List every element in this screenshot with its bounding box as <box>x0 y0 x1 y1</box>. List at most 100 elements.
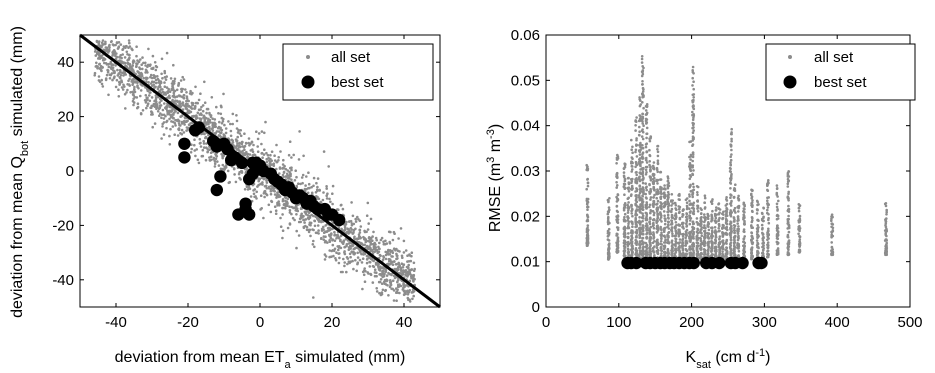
right-all-set-point <box>623 165 627 169</box>
right-all-set-point <box>725 202 729 206</box>
left-all-set-point <box>173 121 177 125</box>
left-all-set-point <box>168 117 171 121</box>
left-all-set-point <box>387 257 391 261</box>
right-all-set-point <box>730 153 733 156</box>
right-all-set-point <box>724 227 728 230</box>
left-all-set-point <box>260 130 264 133</box>
right-all-set-point <box>635 213 639 217</box>
right-all-set-point <box>641 217 645 220</box>
left-all-set-point <box>284 167 288 171</box>
right-all-set-point <box>645 156 648 160</box>
right-all-set-point <box>645 203 649 206</box>
right-all-set-point <box>656 229 660 232</box>
left-all-set-point <box>117 88 120 91</box>
right-all-set-point <box>626 176 630 180</box>
right-all-set-point <box>700 228 703 231</box>
right-all-set-point <box>630 170 633 173</box>
left-all-set-point <box>177 122 181 125</box>
left-all-set-point <box>288 140 292 143</box>
left-all-set-point <box>185 107 189 111</box>
left-all-set-point <box>136 80 139 83</box>
left-all-set-point <box>203 116 206 119</box>
left-all-set-point <box>93 50 97 53</box>
left-all-set-point <box>344 238 348 241</box>
right-all-set-point <box>660 237 663 240</box>
left-legend-best-set-marker <box>301 75 315 89</box>
left-all-set-point <box>356 262 359 266</box>
left-all-set-point <box>380 293 384 296</box>
left-all-set-point <box>213 165 217 168</box>
right-all-set-point <box>729 163 732 167</box>
left-all-set-point <box>169 77 173 80</box>
right-all-set-point <box>688 247 691 251</box>
left-all-set-point <box>235 127 239 130</box>
left-all-set-point <box>392 299 396 302</box>
right-all-set-point <box>630 244 634 248</box>
right-all-set-point <box>696 228 700 232</box>
left-all-set-point <box>273 154 276 157</box>
right-all-set-point <box>691 206 695 210</box>
left-all-set-point <box>390 255 393 258</box>
left-all-set-point <box>385 242 389 245</box>
right-all-set-point <box>644 109 648 112</box>
right-all-set-point <box>710 250 713 253</box>
right-all-set-point <box>670 204 673 207</box>
left-all-set-point <box>289 172 292 175</box>
left-all-set-point <box>307 171 310 174</box>
right-all-set-point <box>688 203 691 206</box>
right-all-set-point <box>691 135 695 138</box>
right-all-set-point <box>717 222 721 226</box>
right-all-set-point <box>616 243 620 246</box>
right-all-set-point <box>648 190 651 194</box>
left-all-set-point <box>393 232 396 235</box>
right-all-set-point <box>725 242 728 245</box>
right-all-set-point <box>635 162 638 166</box>
left-all-set-point <box>127 39 131 42</box>
left-all-set-point <box>101 65 104 69</box>
right-all-set-point <box>626 215 629 219</box>
left-all-set-point <box>274 212 278 215</box>
right-all-set-point <box>663 184 666 187</box>
right-all-set-point <box>691 195 694 199</box>
left-all-set-point <box>179 79 183 82</box>
left-all-set-point <box>107 62 110 66</box>
right-all-set-point <box>713 226 717 229</box>
right-all-set-point <box>645 104 648 108</box>
left-all-set-point <box>126 83 129 86</box>
left-all-set-point <box>148 94 151 97</box>
left-all-set-point <box>294 209 298 212</box>
right-all-set-point <box>642 66 645 70</box>
right-all-set-point <box>715 213 718 216</box>
left-all-set-point <box>166 90 169 94</box>
right-all-set-point <box>660 243 663 246</box>
right-all-set-point <box>623 249 627 252</box>
right-all-set-point <box>630 193 633 196</box>
left-all-set-point <box>308 210 311 214</box>
left-all-set-point <box>117 95 121 98</box>
right-all-set-point <box>704 251 707 255</box>
right-all-set-point <box>641 236 645 240</box>
left-all-set-point <box>357 233 361 236</box>
right-all-set-point <box>710 237 713 240</box>
right-all-set-point <box>700 234 704 238</box>
left-all-set-point <box>372 247 376 251</box>
left-all-set-point <box>373 268 377 272</box>
left-all-set-point <box>331 202 334 206</box>
right-all-set-point <box>670 207 674 211</box>
left-all-set-point <box>355 269 359 273</box>
left-all-set-point <box>347 248 351 252</box>
left-all-set-point <box>317 229 320 232</box>
right-all-set-point <box>703 236 706 240</box>
right-all-set-point <box>648 154 652 158</box>
left-all-set-point <box>243 132 246 135</box>
left-all-set-point <box>105 49 108 53</box>
left-all-set-point <box>379 266 382 270</box>
left-all-set-point <box>298 217 302 221</box>
right-all-set-point <box>615 204 619 208</box>
right-all-set-point <box>688 222 692 226</box>
right-all-set-point <box>729 143 732 146</box>
left-all-set-point <box>269 192 273 196</box>
right-all-set-point <box>660 233 663 237</box>
right-all-set-point <box>616 240 620 243</box>
right-all-set-point <box>691 159 694 163</box>
